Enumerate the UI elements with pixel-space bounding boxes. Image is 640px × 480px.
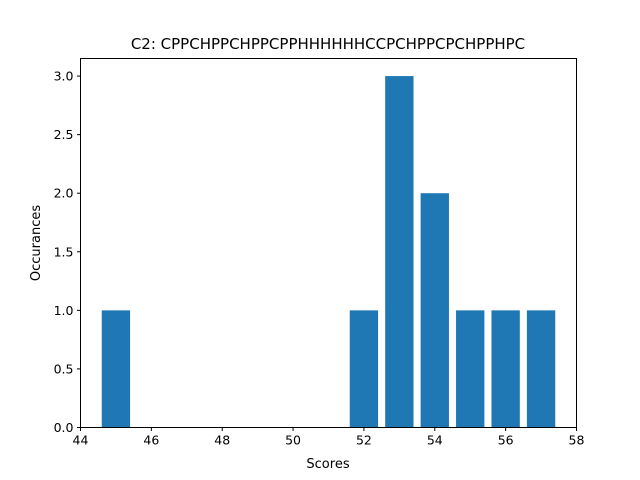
bar-45 [101,310,131,428]
plot-frame [80,58,577,428]
y-tick-label: 0.5 [54,361,74,376]
bar-54 [420,193,449,428]
x-tick-label: 54 [427,433,443,448]
bar-57 [526,310,556,428]
y-tick-label: 2.5 [54,127,74,142]
y-tick-label: 1.0 [54,303,74,318]
x-tick-label: 50 [285,433,301,448]
bar-55 [456,310,485,428]
y-tick-label: 2.0 [54,186,74,201]
x-tick-label: 44 [73,433,89,448]
x-tick-label: 48 [214,433,230,448]
y-axis-label: Occurances [29,205,44,281]
x-tick-label: 58 [569,433,585,448]
x-axis-ticks: 44 46 48 50 52 54 56 58 [73,427,585,448]
x-tick-label: 56 [498,433,514,448]
chart-title: C2: CPPCHPPCHPPCPPHHHHHHCCPCHPPCPCHPPHPC [131,35,525,53]
x-tick-label: 46 [143,433,159,448]
y-tick-label: 3.0 [54,69,74,84]
bar-53 [385,76,414,428]
x-tick-label: 52 [356,433,372,448]
bar-56 [491,310,520,428]
y-tick-label: 1.5 [54,244,74,259]
x-axis-label: Scores [306,457,349,472]
bars-group [101,76,556,428]
y-tick-label: 0.0 [54,420,74,435]
y-axis-ticks: 0.0 0.5 1.0 1.5 2.0 2.5 3.0 [54,69,81,435]
bar-52 [349,310,379,428]
